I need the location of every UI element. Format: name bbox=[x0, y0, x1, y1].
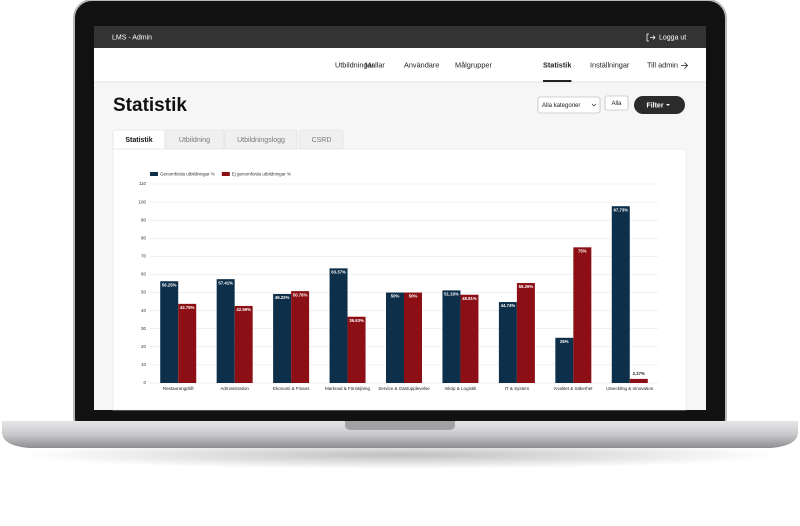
x-tick-label: Utveckling & Innovation bbox=[606, 386, 654, 391]
y-tick-label: 70 bbox=[141, 254, 147, 259]
nav-link[interactable]: Inställningar bbox=[590, 60, 630, 69]
nav-link[interactable]: Till admin bbox=[647, 60, 678, 69]
bar bbox=[329, 268, 348, 383]
value-label: 97.73% bbox=[613, 207, 628, 212]
all-button-label: Alla bbox=[611, 101, 622, 107]
x-tick-label: Administration bbox=[220, 386, 249, 391]
tab[interactable] bbox=[224, 129, 298, 150]
bar bbox=[160, 281, 179, 383]
y-tick-label: 10 bbox=[141, 362, 147, 367]
tab[interactable] bbox=[299, 129, 344, 150]
y-tick-label: 0 bbox=[143, 380, 146, 385]
all-button[interactable] bbox=[604, 95, 629, 111]
bar bbox=[404, 292, 422, 383]
y-tick-label: 90 bbox=[141, 217, 147, 222]
y-tick-label: 60 bbox=[141, 272, 147, 277]
value-label: 63.37% bbox=[331, 269, 346, 274]
value-label: 2.27% bbox=[633, 371, 645, 376]
value-label: 44.74% bbox=[501, 303, 516, 308]
bar bbox=[178, 303, 197, 383]
logout-link[interactable]: Logga ut bbox=[659, 34, 686, 41]
value-label: 43.75% bbox=[180, 305, 195, 310]
legend-label: Genomförda utbildningar % bbox=[160, 171, 215, 176]
notch bbox=[345, 421, 455, 430]
bar bbox=[216, 279, 235, 383]
value-label: 50% bbox=[391, 294, 400, 299]
bar bbox=[273, 293, 292, 383]
value-label: 42.59% bbox=[236, 307, 251, 312]
bar bbox=[291, 291, 310, 383]
value-label: 49.22% bbox=[275, 295, 290, 300]
y-tick-label: 100 bbox=[138, 199, 146, 204]
category-select-label: Alla kategorier bbox=[542, 103, 580, 109]
bar bbox=[516, 283, 535, 383]
value-label: 50.78% bbox=[293, 292, 308, 297]
laptop-base bbox=[2, 421, 798, 448]
y-tick-label: 80 bbox=[141, 235, 147, 240]
legend-label: Ej genomförda utbildningar % bbox=[232, 171, 291, 176]
bar bbox=[460, 294, 479, 383]
y-tick-label: 30 bbox=[141, 326, 147, 331]
x-tick-label: IT & System bbox=[505, 386, 530, 391]
bar bbox=[386, 292, 404, 383]
legend-swatch bbox=[150, 172, 158, 176]
value-label: 57.41% bbox=[218, 280, 233, 285]
nav-link[interactable]: Användare bbox=[404, 60, 439, 69]
value-label: 75% bbox=[578, 248, 587, 253]
value-label: 50% bbox=[409, 294, 418, 299]
tab-label: Statistik bbox=[125, 137, 152, 144]
x-tick-label: Marknad & Försäljning bbox=[325, 386, 371, 391]
x-tick-label: Ekonomi & Finans bbox=[273, 386, 310, 391]
y-tick-label: 50 bbox=[141, 290, 147, 295]
x-tick-label: Service & Gästupplevelse bbox=[378, 386, 430, 391]
value-label: 51.19% bbox=[444, 292, 459, 297]
arrow-icon bbox=[681, 62, 689, 69]
bar bbox=[573, 247, 592, 383]
select-caret bbox=[591, 103, 597, 107]
bar bbox=[498, 302, 517, 383]
filter-caret bbox=[666, 104, 670, 106]
value-label: 36.63% bbox=[349, 318, 364, 323]
x-tick-label: Kvalitet & Säkerhet bbox=[554, 386, 593, 391]
tab-label: Utbildning bbox=[179, 137, 210, 144]
value-label: 55.26% bbox=[519, 284, 534, 289]
value-label: 25% bbox=[560, 339, 569, 344]
page-title: Statistik bbox=[113, 95, 187, 116]
nav-link[interactable]: Målgrupper bbox=[455, 60, 492, 69]
nav-link[interactable]: Statistik bbox=[543, 60, 572, 69]
category-select[interactable] bbox=[537, 96, 601, 114]
nav-link[interactable]: Utbildningar bbox=[335, 60, 375, 69]
value-label: 48.81% bbox=[462, 296, 477, 301]
bar bbox=[611, 206, 630, 383]
x-tick-label: Inköp & Logistik bbox=[445, 386, 478, 391]
bar bbox=[234, 305, 253, 383]
tab-label: Utbildningslogg bbox=[237, 137, 285, 144]
tab-label: CSRD bbox=[312, 137, 332, 144]
legend-swatch bbox=[221, 172, 230, 176]
bar bbox=[555, 337, 574, 383]
logout-icon bbox=[646, 33, 656, 42]
y-tick-label: 40 bbox=[141, 308, 147, 313]
nav-active-underline bbox=[543, 80, 572, 82]
y-tick-label: 20 bbox=[141, 344, 147, 349]
bar bbox=[347, 316, 366, 383]
filter-button[interactable] bbox=[634, 96, 685, 114]
filter-button-label: Filter bbox=[646, 102, 663, 109]
top-bar bbox=[94, 26, 706, 48]
nav-link[interactable]: Mallar bbox=[365, 60, 385, 69]
bar bbox=[442, 290, 461, 383]
tab[interactable] bbox=[164, 129, 225, 150]
y-tick-label: 110 bbox=[139, 181, 147, 186]
bar bbox=[629, 378, 648, 383]
value-label: 56.25% bbox=[162, 282, 177, 287]
nav-bar bbox=[94, 48, 706, 82]
x-tick-label: Restaurangdrift bbox=[163, 386, 195, 391]
app-name: LMS - Admin bbox=[112, 34, 152, 41]
